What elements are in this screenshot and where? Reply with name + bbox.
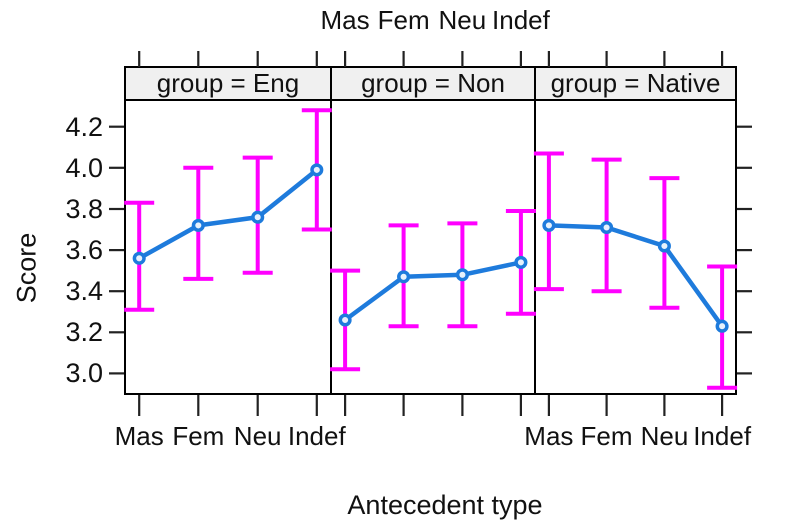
y-tick-label: 4.0	[65, 152, 103, 183]
series-line	[548, 223, 724, 328]
top-category-label: Neu	[438, 5, 487, 35]
data-point	[132, 251, 146, 265]
top-category-label: Indef	[492, 5, 550, 35]
data-point	[715, 319, 729, 333]
bottom-category-label: Mas	[524, 421, 574, 451]
strip-box	[124, 66, 332, 101]
y-tick-label: 4.2	[65, 111, 103, 142]
data-point	[600, 220, 614, 235]
data-point	[310, 163, 324, 177]
y-tick-label: 3.2	[65, 317, 103, 348]
panel-series-Non	[330, 209, 536, 372]
data-point	[514, 255, 528, 269]
data-point	[455, 268, 469, 282]
data-point	[397, 270, 411, 284]
y-tick-label: 3.0	[65, 358, 103, 389]
bottom-category-label: Neu	[233, 421, 282, 451]
x-axis-title: Antecedent type	[347, 490, 543, 520]
data-point	[542, 218, 556, 232]
panel-border	[124, 99, 737, 395]
bottom-category-label: Fem	[172, 421, 225, 451]
bottom-category-label: Fem	[580, 421, 633, 451]
strip-box	[330, 66, 536, 101]
series-line	[343, 260, 522, 322]
strip-box	[534, 66, 737, 101]
panel-series-Native	[533, 151, 738, 390]
bottom-category-label: Mas	[114, 421, 164, 451]
panel-series-Eng	[124, 108, 332, 312]
y-tick-label: 3.4	[65, 276, 103, 307]
data-point	[338, 313, 352, 327]
y-tick-label: 3.6	[65, 235, 103, 266]
top-category-label: Fem	[377, 5, 430, 35]
data-point	[191, 218, 205, 232]
top-category-label: Mas	[320, 5, 370, 35]
bottom-category-label: Indef	[693, 421, 752, 451]
y-tick-label: 3.8	[65, 193, 103, 224]
data-point	[657, 239, 671, 253]
bottom-category-label: Indef	[287, 421, 346, 451]
bottom-category-label: Neu	[640, 421, 689, 451]
series-line	[138, 168, 319, 261]
data-point	[251, 210, 265, 224]
